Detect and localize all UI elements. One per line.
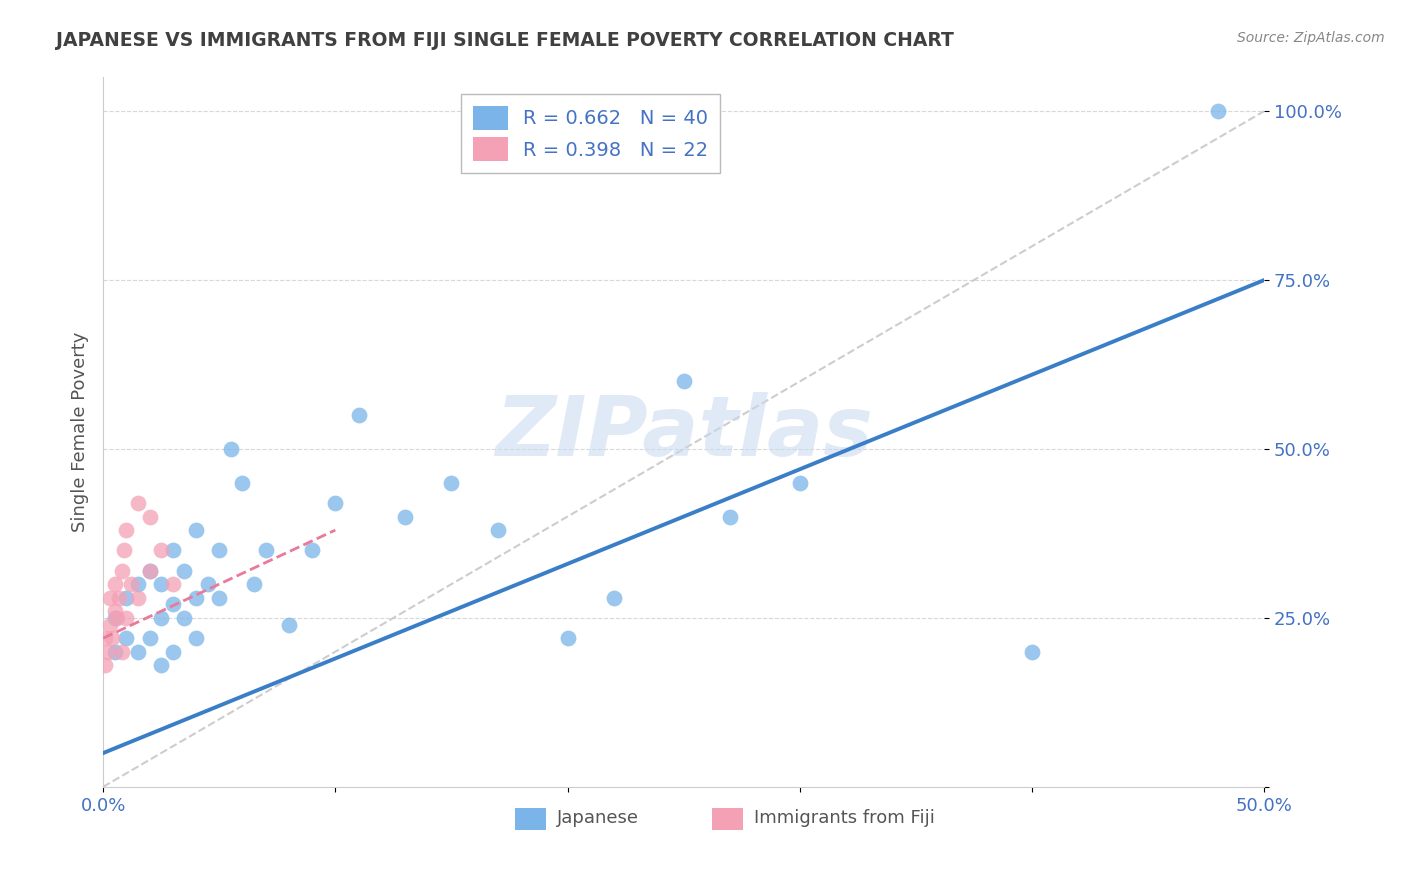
Point [486, 523, 509, 537]
Point [111, 564, 134, 578]
Point [138, 509, 160, 524]
Point [162, 577, 184, 591]
Point [1206, 104, 1229, 119]
Point [138, 564, 160, 578]
Point [440, 475, 463, 490]
Text: Immigrants from Fiji: Immigrants from Fiji [754, 809, 935, 827]
Point [1021, 645, 1043, 659]
Text: Japanese: Japanese [557, 809, 640, 827]
Point [104, 645, 127, 659]
Point [94, 631, 117, 645]
Point [277, 617, 299, 632]
Point [603, 591, 626, 605]
Point [104, 577, 127, 591]
Point [127, 577, 149, 591]
Point [557, 631, 579, 645]
Point [108, 591, 131, 605]
Point [98, 591, 121, 605]
Point [115, 523, 138, 537]
Point [150, 658, 173, 673]
Point [672, 375, 695, 389]
Point [115, 631, 138, 645]
Point [150, 577, 173, 591]
Point [127, 645, 149, 659]
Legend: R = 0.662   N = 40, R = 0.398   N = 22: R = 0.662 N = 40, R = 0.398 N = 22 [461, 95, 720, 173]
Point [94, 658, 117, 673]
Point [301, 543, 323, 558]
Point [162, 645, 184, 659]
Point [254, 543, 277, 558]
Point [173, 611, 195, 625]
Y-axis label: Single Female Poverty: Single Female Poverty [72, 332, 89, 533]
Point [789, 475, 811, 490]
Point [184, 631, 207, 645]
Point [111, 645, 134, 659]
Point [162, 543, 184, 558]
Point [105, 611, 128, 625]
Point [718, 509, 741, 524]
Point [98, 617, 121, 632]
Point [394, 509, 416, 524]
Point [112, 543, 135, 558]
Point [184, 591, 207, 605]
Point [197, 577, 219, 591]
Point [208, 543, 231, 558]
Point [115, 591, 138, 605]
Point [150, 611, 173, 625]
Point [347, 409, 370, 423]
Point [115, 611, 138, 625]
Point [184, 523, 207, 537]
Text: ZIPatlas: ZIPatlas [495, 392, 873, 473]
Point [127, 591, 149, 605]
Point [208, 591, 231, 605]
Point [323, 496, 346, 510]
Point [243, 577, 266, 591]
Point [104, 604, 127, 618]
Point [150, 543, 173, 558]
Point [104, 611, 127, 625]
Point [101, 631, 124, 645]
Point [120, 577, 142, 591]
Point [231, 475, 253, 490]
Text: Source: ZipAtlas.com: Source: ZipAtlas.com [1237, 31, 1385, 45]
Point [219, 442, 242, 456]
Point [162, 598, 184, 612]
Point [127, 496, 149, 510]
Point [173, 564, 195, 578]
Text: JAPANESE VS IMMIGRANTS FROM FIJI SINGLE FEMALE POVERTY CORRELATION CHART: JAPANESE VS IMMIGRANTS FROM FIJI SINGLE … [56, 31, 955, 50]
Point [138, 631, 160, 645]
Point [97, 645, 120, 659]
Point [138, 564, 160, 578]
